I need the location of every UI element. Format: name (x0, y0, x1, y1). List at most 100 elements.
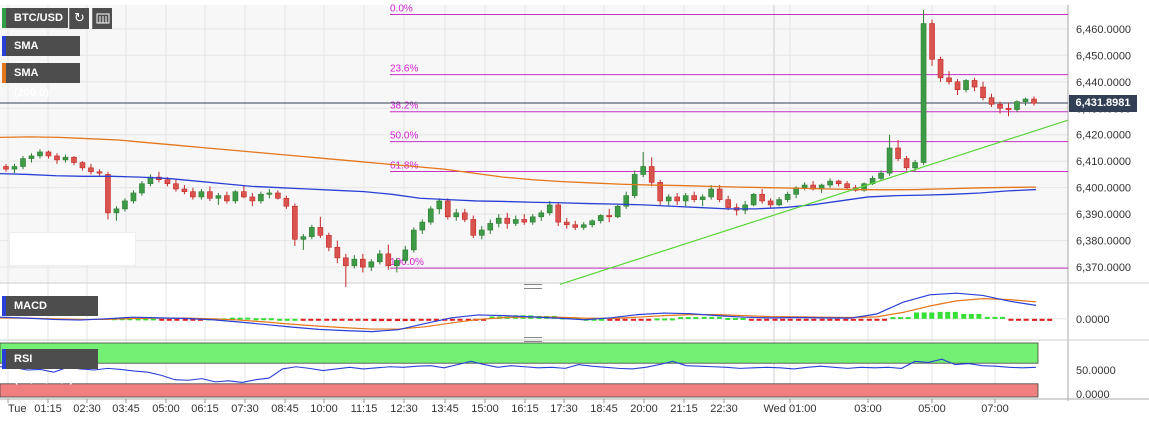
time-axis-tick-label: 01:15 (34, 403, 62, 415)
candle-body (682, 195, 689, 202)
macd-histogram-bar (740, 318, 746, 321)
candle-body (444, 200, 451, 218)
candle-body (1031, 98, 1037, 104)
macd-histogram-bar (395, 318, 401, 322)
macd-histogram-bar (1008, 318, 1014, 321)
macd-histogram-bar (732, 318, 738, 321)
macd-histogram-bar (1000, 316, 1006, 319)
candle-body (776, 199, 782, 206)
sma200-label: SMA (200,0) (14, 67, 49, 99)
macd-histogram-bar (308, 318, 314, 321)
candle-body (37, 151, 43, 157)
candle-body (317, 227, 324, 236)
candle-body (113, 208, 120, 214)
macd-histogram-bar (961, 314, 967, 319)
candle-body (980, 86, 986, 98)
macd-histogram-bar (890, 317, 896, 320)
price-axis-tick-label: 6,420.0000 (1076, 130, 1131, 142)
rsi-line (0, 358, 1037, 383)
pane-resize-handle-macd[interactable] (524, 284, 542, 289)
macd-histogram-bar (363, 318, 369, 321)
candle-body (988, 97, 995, 105)
macd-histogram-bar (426, 318, 432, 321)
macd-histogram-bar (929, 312, 935, 319)
macd-histogram-bar (937, 311, 943, 319)
macd-histogram-bar (166, 318, 172, 321)
candle-body (20, 158, 26, 167)
macd-histogram-bar (300, 318, 306, 321)
candle-body (300, 236, 307, 240)
symbol-label: BTC/USD (14, 12, 63, 24)
time-axis-tick-label: 15:00 (471, 403, 499, 415)
candle-body (232, 191, 239, 202)
candle-body (521, 219, 528, 223)
candle-body (767, 200, 774, 206)
candle-body (139, 183, 145, 194)
refresh-button[interactable]: ↻ (69, 8, 89, 29)
candle-body (164, 179, 171, 185)
macd-histogram-bar (764, 318, 770, 321)
candle-body (903, 158, 910, 169)
candle-body (249, 196, 256, 202)
macd-histogram-bar (315, 318, 321, 321)
macd-histogram-bar (827, 318, 833, 321)
candle-body (334, 246, 341, 259)
rsi-oversold-zone (0, 383, 1039, 398)
rsi-tag[interactable]: RSI (14,70,30,1) (2, 349, 98, 385)
sma200-tag[interactable]: SMA (200,0) (2, 63, 80, 99)
candle-body (11, 166, 18, 170)
candle-body (28, 155, 35, 159)
candle-body (572, 224, 579, 228)
macd-histogram-bar (489, 316, 495, 319)
candle-body (71, 156, 77, 163)
macd-histogram-bar (607, 318, 613, 321)
macd-histogram-bar (921, 312, 927, 319)
macd-histogram-bar (701, 316, 707, 319)
candle-body (122, 200, 128, 210)
macd-histogram-bar (127, 318, 133, 321)
time-axis-tick-label: 07:30 (231, 403, 259, 415)
candle-body (529, 216, 536, 223)
candle-body (708, 188, 714, 198)
macd-histogram-bar (197, 318, 203, 321)
price-axis-tick-label: 6,400.0000 (1076, 183, 1131, 195)
macd-histogram-bar (678, 317, 684, 320)
sma100-tag[interactable]: SMA (100,0) (2, 36, 80, 72)
pane-resize-handle-rsi[interactable] (524, 337, 542, 342)
fibonacci-level-label: 100.0% (390, 257, 424, 268)
candle-body (640, 166, 646, 175)
macd-axis-tick-label: 0.0000 (1076, 314, 1110, 326)
macd-histogram-bar (748, 318, 754, 321)
symbol-tag[interactable]: BTC/USD (2, 8, 68, 28)
macd-histogram-bar (1016, 318, 1022, 321)
macd-histogram-bar (182, 318, 188, 321)
macd-histogram-bar (866, 318, 872, 321)
candle-body (224, 195, 230, 202)
candle-body (844, 183, 850, 188)
candle-body (827, 180, 833, 186)
candle-body (258, 194, 264, 202)
candle-body (495, 217, 502, 224)
current-price-label: 6,431.8981 (1069, 95, 1137, 112)
candle-body (784, 194, 791, 200)
macd-histogram-bar (261, 318, 267, 321)
time-axis-tick-label: 13:45 (431, 403, 459, 415)
candle-body (343, 257, 349, 267)
macd-histogram-bar (1032, 318, 1037, 321)
time-axis-tick-label: Tue (8, 403, 27, 415)
candle-body (461, 212, 468, 220)
candle-body (563, 221, 570, 226)
candle-body (427, 208, 434, 223)
macd-histogram-bar (402, 318, 408, 322)
macd-tag[interactable]: MACD (12,26,9) (2, 296, 98, 332)
candle-body (1014, 101, 1020, 110)
candle-body (665, 196, 672, 202)
time-axis-tick-label: 08:45 (271, 403, 299, 415)
trendline (559, 119, 1069, 285)
indicator-settings-button[interactable] (92, 8, 112, 29)
candle-body (275, 192, 281, 199)
candle-body (614, 205, 621, 218)
candle-body (385, 253, 392, 267)
candle-body (946, 77, 952, 83)
